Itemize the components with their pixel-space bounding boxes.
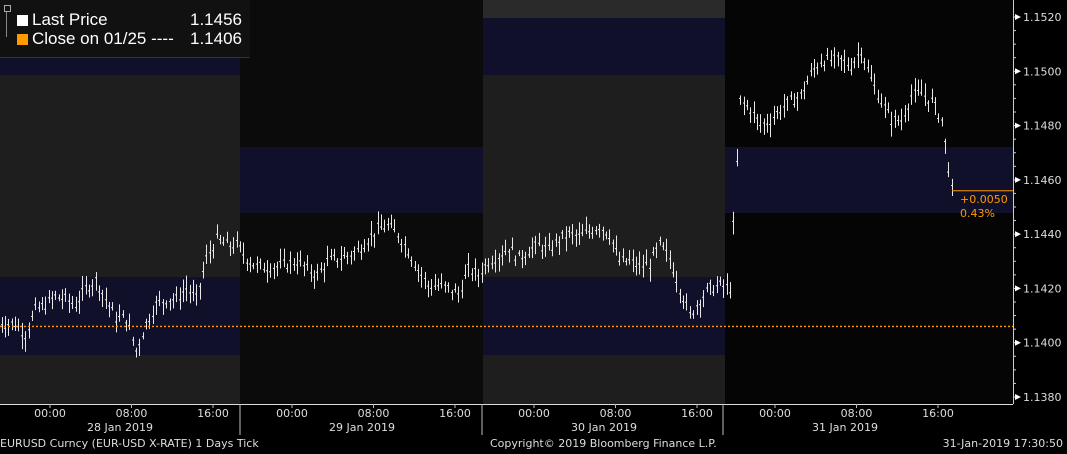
y-axis: 1.1520 1.1500 1.1480 1.1460 1.1440 1.1420 1.14… [1013, 0, 1062, 404]
x-tick-label: 00:00 [276, 407, 308, 420]
close-label: Close on 01/25 ---- [32, 29, 174, 48]
legend-last-price[interactable]: Last Price 1.1456 [17, 10, 242, 30]
y-tick-arrow-icon [1015, 176, 1021, 183]
x-tick-label: 16:00 [922, 407, 954, 420]
x-tick-label: 00:00 [34, 407, 66, 420]
x-axis: 00:00 08:00 16:00 28 Jan 2019 00:00 08:00 16:0… [0, 404, 1013, 435]
y-tick-label: 1.1460 [1023, 174, 1062, 187]
x-tick-label: 08:00 [116, 407, 148, 420]
y-tick-arrow-icon [1015, 14, 1021, 20]
day-label: 31 Jan 2019 [812, 421, 878, 434]
legend: Last Price 1.1456 Close on 01/25 ---- 1.… [0, 0, 250, 58]
x-tick-label: 08:00 [841, 407, 873, 420]
price-bars [1, 42, 953, 358]
y-tick-arrow-icon [1015, 122, 1021, 129]
y-tick-arrow-icon [1015, 285, 1021, 292]
x-tick-label: 16:00 [681, 407, 713, 420]
change-pct: 0.43% [960, 207, 995, 220]
x-tick-label: 08:00 [600, 407, 632, 420]
y-tick-label: 1.1420 [1023, 282, 1062, 295]
copyright: Copyright© 2019 Bloomberg Finance L.P. [490, 437, 717, 450]
day-label: 30 Jan 2019 [571, 421, 637, 434]
last-price-marker: +0.0050 0.43% [952, 190, 1013, 220]
orange-swatch-icon [17, 33, 28, 45]
y-tick-label: 1.1380 [1023, 391, 1062, 404]
legend-tree-line [6, 7, 12, 37]
range-band [240, 147, 483, 213]
y-tick-arrow-icon [1015, 339, 1021, 346]
day-label: 28 Jan 2019 [87, 421, 153, 434]
last-price-label: Last Price [32, 10, 108, 29]
x-tick-label: 00:00 [759, 407, 791, 420]
change-abs: +0.0050 [960, 193, 1008, 206]
y-tick-arrow-icon [1015, 231, 1021, 238]
range-band [483, 277, 725, 355]
security-description: EURUSD Curncy (EUR-USD X-RATE) 1 Days Ti… [0, 437, 259, 450]
x-tick-label: 00:00 [518, 407, 550, 420]
x-tick-label: 16:00 [439, 407, 471, 420]
collapse-icon[interactable] [4, 5, 11, 12]
y-tick-label: 1.1400 [1023, 337, 1062, 350]
day-label: 29 Jan 2019 [329, 421, 395, 434]
y-tick-label: 1.1440 [1023, 228, 1062, 241]
x-tick-label: 16:00 [197, 407, 229, 420]
range-band [725, 147, 1013, 213]
y-tick-label: 1.1500 [1023, 65, 1062, 78]
y-tick-label: 1.1520 [1023, 11, 1062, 24]
timestamp: 31-Jan-2019 17:30:50 [942, 437, 1063, 450]
y-tick-label: 1.1480 [1023, 120, 1062, 133]
white-swatch-icon [17, 14, 28, 26]
range-band [483, 18, 725, 75]
y-tick-arrow-icon [1015, 394, 1021, 400]
y-tick-arrow-icon [1015, 68, 1021, 75]
legend-close[interactable]: Close on 01/25 ---- 1.1406 [17, 29, 242, 49]
close-value: 1.1406 [190, 29, 242, 48]
last-price-value: 1.1456 [190, 10, 242, 29]
range-band [483, 0, 725, 18]
x-tick-label: 08:00 [358, 407, 390, 420]
